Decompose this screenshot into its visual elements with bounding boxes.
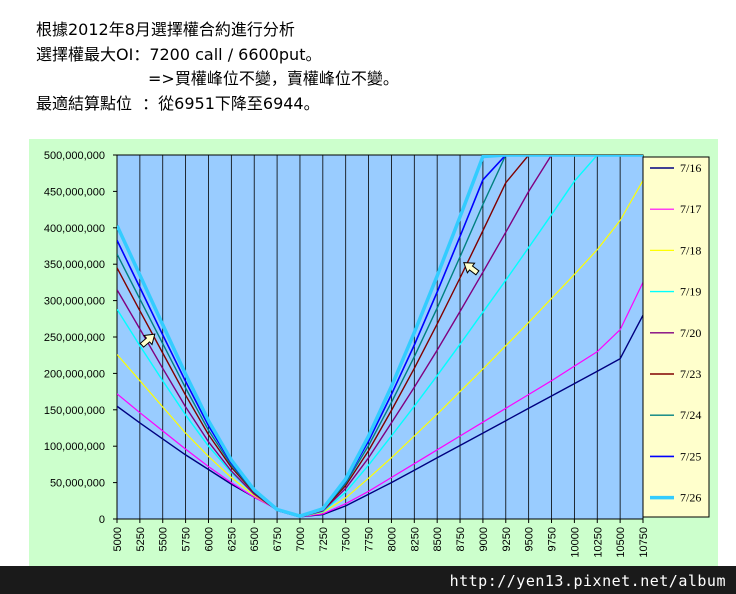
legend-label: 7/25: [680, 449, 701, 463]
legend-label: 7/16: [680, 161, 701, 175]
x-tick-label: 7750: [364, 527, 376, 551]
legend-label: 7/26: [680, 491, 701, 505]
series-line: [117, 180, 643, 518]
y-tick-label: 100,000,000: [44, 441, 105, 453]
series-line: [117, 282, 643, 518]
x-tick-label: 10000: [569, 527, 581, 558]
series-line: [117, 314, 643, 518]
y-tick-label: 250,000,000: [44, 332, 105, 344]
series-line: [117, 155, 643, 518]
watermark-url: http://yen13.pixnet.net/album: [449, 572, 726, 590]
x-tick-label: 8250: [409, 527, 421, 551]
legend-label: 7/19: [680, 285, 701, 299]
y-tick-label: 350,000,000: [44, 259, 105, 271]
y-tick-label: 50,000,000: [50, 478, 105, 490]
header-line-4: 最適結算點位 ：從6951下降至6944。: [36, 93, 320, 113]
y-tick-label: 500,000,000: [44, 150, 105, 162]
x-tick-label: 6750: [272, 527, 284, 551]
header-line-1: 根據2012年8月選擇權合約進行分析: [36, 20, 295, 39]
x-tick-label: 10750: [638, 527, 650, 558]
x-tick-label: 9750: [547, 527, 559, 551]
legend-label: 7/23: [680, 367, 701, 381]
x-tick-label: 8500: [432, 527, 444, 551]
header-text: 根據2012年8月選擇權合約進行分析 選擇權最大OI：7200 call / 6…: [36, 18, 399, 116]
y-tick-label: 400,000,000: [44, 223, 105, 235]
x-tick-label: 7250: [318, 527, 330, 551]
series-line: [117, 155, 643, 518]
chart-area: 0 50,000,000 100,000,000 150,000,000 200,000…: [29, 139, 718, 566]
x-tick-label: 10250: [592, 527, 604, 558]
y-tick-label: 0: [99, 514, 105, 526]
plot-background: [116, 154, 644, 520]
x-tick-label: 9500: [524, 527, 536, 551]
x-tick-label: 6500: [249, 527, 261, 551]
x-tick-label: 10500: [615, 527, 627, 558]
series-line: [117, 155, 643, 518]
series-line: [117, 155, 643, 518]
x-tick-label: 5250: [135, 527, 147, 551]
legend-label: 7/17: [680, 202, 701, 216]
arrow-marker: [139, 333, 156, 348]
y-tick-label: 200,000,000: [44, 368, 105, 380]
footer-band: http://yen13.pixnet.net/album: [0, 566, 736, 594]
y-tick-label: 150,000,000: [44, 405, 105, 417]
x-tick-label: 7000: [295, 527, 307, 551]
settlement-chart: 0 50,000,000 100,000,000 150,000,000 200,000…: [44, 150, 710, 558]
y-tick-label: 450,000,000: [44, 186, 105, 198]
header-line-2: 選擇權最大OI：7200 call / 6600put。: [36, 44, 322, 64]
legend-label: 7/20: [680, 326, 701, 340]
x-tick-label: 5000: [112, 527, 124, 551]
x-tick-label: 8750: [455, 527, 467, 551]
x-tick-label: 8000: [386, 527, 398, 551]
x-tick-label: 9000: [478, 527, 490, 551]
x-tick-label: 5750: [181, 527, 193, 551]
arrow-marker: [463, 262, 480, 276]
y-tick-label: 300,000,000: [44, 296, 105, 308]
x-tick-label: 9250: [501, 527, 513, 551]
legend-label: 7/18: [680, 243, 701, 257]
x-tick-label: 7500: [341, 527, 353, 551]
x-tick-label: 5500: [158, 527, 170, 551]
x-tick-label: 6000: [203, 527, 215, 551]
series-line: [117, 155, 643, 518]
header-line-3: =>買權峰位不變，賣權峰位不變。: [148, 69, 399, 88]
legend-label: 7/24: [680, 408, 701, 422]
series-line: [117, 155, 643, 518]
x-tick-label: 6250: [226, 527, 238, 551]
